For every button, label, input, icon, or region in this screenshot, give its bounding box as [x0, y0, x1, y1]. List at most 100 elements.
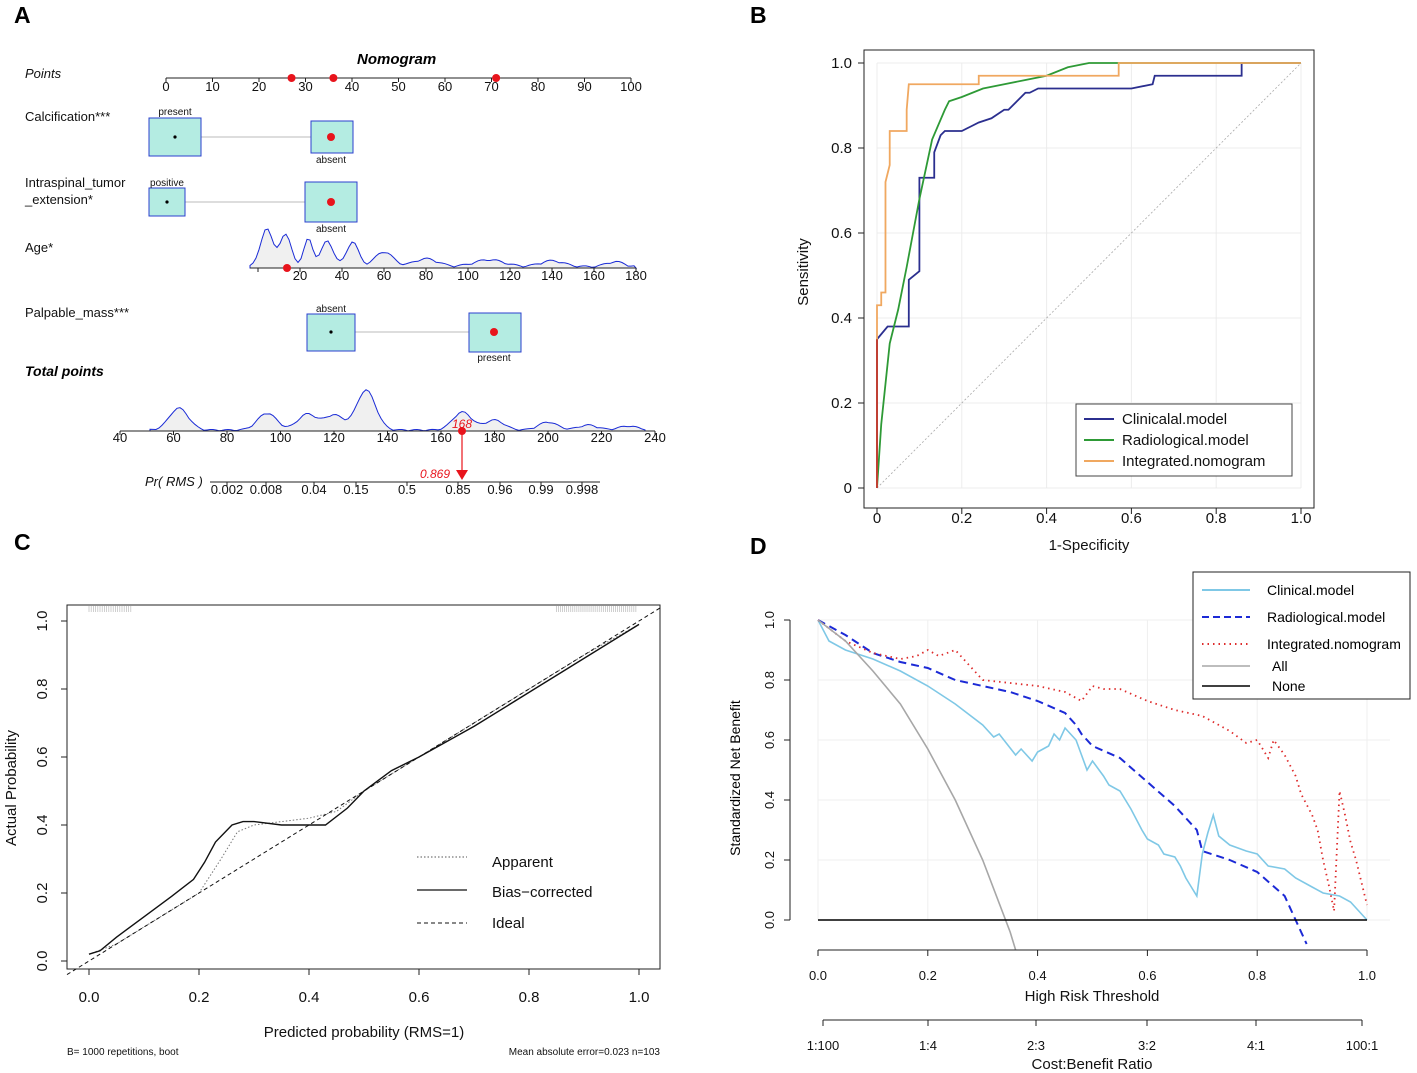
calibration-footer-left: B= 1000 repetitions, boot	[67, 1047, 179, 1058]
roc-x-ticks: 0 0.2 0.4 0.6 0.8 1.0	[873, 508, 1312, 527]
dca-y-ticks: 0.0 0.2 0.4 0.6 0.8 1.0	[762, 611, 790, 929]
roc-x-tick-label: 0.8	[1206, 510, 1227, 527]
points-tick-label: 30	[298, 79, 312, 94]
panel-d: D 0.0 0.2 0.4 0.6 0.8 1.0 0.00.20.40.60.81.0 …	[727, 533, 1411, 1073]
palpable-absent-dot	[329, 330, 333, 334]
calibration-footer-right: Mean absolute error=0.023 n=103	[509, 1047, 661, 1058]
dca-x-tick-label: 0.2	[919, 968, 937, 983]
age-tick-label: 40	[335, 268, 349, 283]
points-tick-label: 90	[577, 79, 591, 94]
points-tick-label: 80	[531, 79, 545, 94]
points-tick-label: 70	[484, 79, 498, 94]
total-points-marker	[458, 427, 466, 435]
palpable-absent-label: absent	[316, 304, 346, 315]
roc-legend-clinical: Clinicalal.model	[1122, 411, 1227, 428]
points-tick-label: 0	[162, 79, 169, 94]
panel-a: A Nomogram Points 0 10 20 30 40 50 60 70 80 90 100…	[14, 2, 666, 497]
roc-y-tick-label: 0.2	[831, 395, 852, 412]
dca-x-tick-label: 1.0	[1358, 968, 1376, 983]
total-tick-label: 200	[537, 430, 559, 445]
age-tick-label: 100	[457, 268, 479, 283]
palpable-present-marker	[490, 328, 498, 336]
roc-legend: Clinicalal.model Radiological.model Inte…	[1075, 403, 1293, 477]
roc-grid	[876, 62, 1302, 489]
roc-y-ticks: 0 0.2 0.4 0.6 0.8 1.0	[831, 55, 864, 497]
calcification-absent-label: absent	[316, 155, 346, 166]
panel-label-b: B	[750, 2, 767, 28]
dca-line-radiological	[817, 619, 1308, 945]
roc-x-tick-label: 0.4	[1036, 510, 1057, 527]
cost-benefit-tick-label: 100:1	[1346, 1038, 1379, 1053]
prob-tick-label: 0.15	[343, 482, 368, 497]
calibration-y-ticks: 0.0 0.2 0.4 0.6 0.8 1.0	[34, 611, 67, 972]
panel-b: B 0 0.2 0.4 0.6 0.8 1.0 0 0.2 0.4 0.6 0.8 1.0 1-Sp…	[750, 2, 1315, 554]
calcification-present-label: present	[158, 107, 192, 118]
dca-y-tick-label: 0.6	[762, 731, 777, 749]
points-tick-label: 60	[438, 79, 452, 94]
prob-tick-label: 0.85	[445, 482, 470, 497]
calibration-series	[66, 606, 662, 976]
intraspinal-positive-dot	[165, 200, 169, 204]
age-tick-label: 80	[419, 268, 433, 283]
cal-y-tick-label: 0.0	[34, 951, 51, 972]
dca-legend-none: None	[1272, 678, 1306, 694]
total-tick-label: 100	[270, 430, 292, 445]
calibration-x-ticks: 0.0 0.2 0.4 0.6 0.8 1.0	[79, 969, 649, 1006]
intraspinal-label-line2: _extension*	[24, 192, 93, 207]
roc-y-tick-label: 0.4	[831, 310, 852, 327]
dca-legend-box	[1192, 571, 1411, 700]
total-points-value: 168	[452, 417, 472, 431]
calcification-present-dot	[173, 135, 177, 139]
roc-y-tick-label: 1.0	[831, 55, 852, 72]
age-tick-label: 120	[499, 268, 521, 283]
dca-line-clinical	[817, 619, 1368, 921]
dca-legend: Clinical.model Radiological.model Integr…	[1192, 571, 1411, 700]
prob-axis-label: Pr( RMS )	[145, 474, 203, 489]
roc-x-tick-label: 0	[873, 510, 881, 527]
total-tick-label: 160	[430, 430, 452, 445]
roc-legend-radiological: Radiological.model	[1122, 432, 1249, 449]
prob-tick-label: 0.002	[211, 482, 244, 497]
prob-tick-label: 0.5	[398, 482, 416, 497]
prob-value: 0.869	[420, 467, 450, 481]
cal-x-tick-label: 0.0	[79, 989, 100, 1006]
points-tick-label: 10	[205, 79, 219, 94]
prob-tick-label: 0.96	[487, 482, 512, 497]
age-label: Age*	[25, 240, 53, 255]
age-tick-label: 20	[293, 268, 307, 283]
age-density-curve	[249, 228, 638, 269]
cal-legend-bias: Bias−corrected	[492, 884, 592, 901]
calibration-x-label: Predicted probability (RMS=1)	[264, 1024, 465, 1041]
prob-tick-label: 0.99	[528, 482, 553, 497]
calibration-rug	[88, 606, 637, 612]
cal-x-tick-label: 0.4	[299, 989, 320, 1006]
calibration-legend: Apparent Bias−corrected Ideal	[417, 854, 592, 932]
calibration-y-label: Actual Probability	[3, 730, 20, 846]
points-tick-label: 100	[620, 79, 642, 94]
dca-x-tick-label: 0.6	[1138, 968, 1156, 983]
cal-x-tick-label: 0.2	[189, 989, 210, 1006]
dca-y-tick-label: 0.0	[762, 911, 777, 929]
calcification-label: Calcification***	[25, 109, 110, 124]
cal-x-tick-label: 0.8	[519, 989, 540, 1006]
points-axis-markers	[287, 74, 501, 82]
total-tick-label: 180	[484, 430, 506, 445]
dca-x-tick-label: 0.8	[1248, 968, 1266, 983]
cost-benefit-tick-label: 4:1	[1247, 1038, 1265, 1053]
points-tick-label: 40	[345, 79, 359, 94]
dca-legend-radiological: Radiological.model	[1267, 609, 1385, 625]
cal-legend-apparent: Apparent	[492, 854, 554, 871]
roc-y-tick-label: 0.8	[831, 140, 852, 157]
roc-x-label: 1-Specificity	[1049, 537, 1130, 554]
points-label: Points	[25, 66, 62, 81]
intraspinal-label-line1: Intraspinal_tumor	[25, 175, 126, 190]
calcification-absent-marker	[327, 133, 335, 141]
cost-benefit-tick-label: 1:100	[807, 1038, 840, 1053]
intraspinal-positive-label: positive	[150, 178, 184, 189]
roc-line-clinical	[876, 62, 1301, 488]
prob-arrow-marker	[456, 470, 468, 480]
roc-x-tick-label: 1.0	[1291, 510, 1312, 527]
roc-y-tick-label: 0.6	[831, 225, 852, 242]
total-tick-label: 240	[644, 430, 666, 445]
